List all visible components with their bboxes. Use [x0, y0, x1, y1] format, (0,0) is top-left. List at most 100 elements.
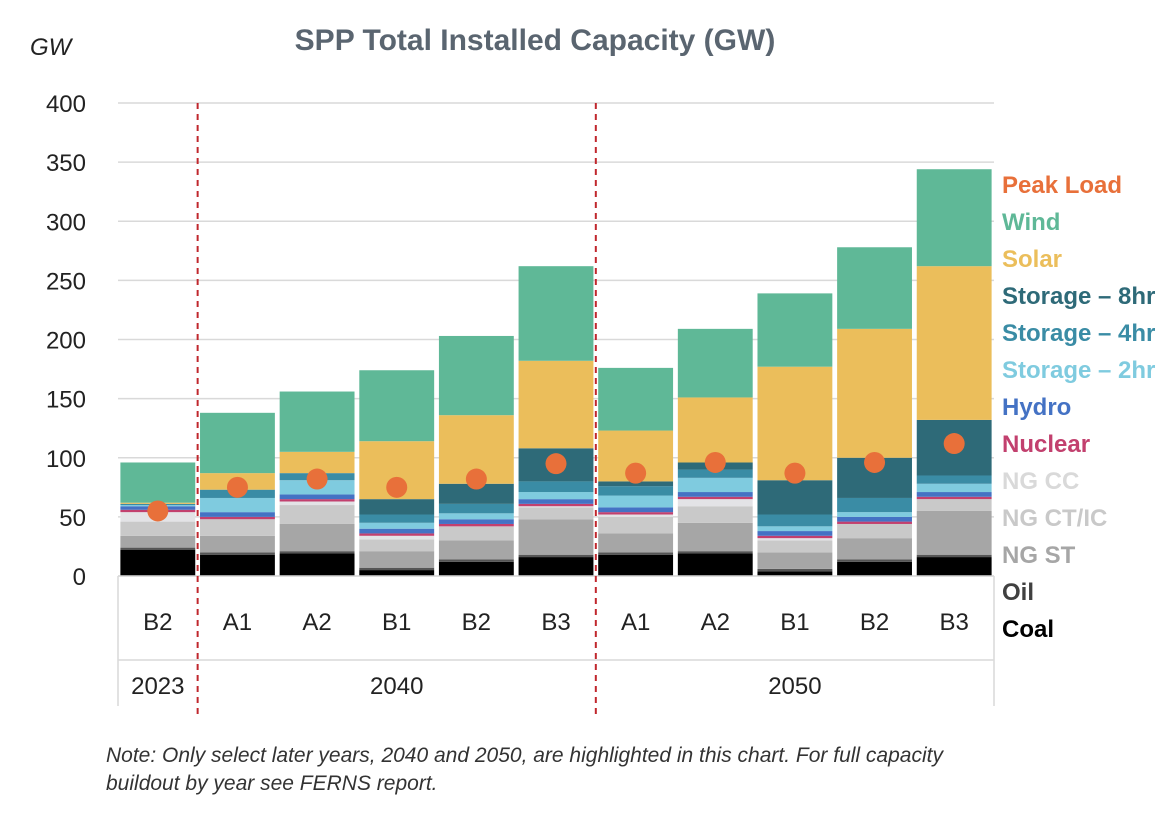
- legend-item: Storage – 8hr: [1002, 283, 1155, 310]
- bar-segment: [677, 328, 753, 398]
- bar-segment: [438, 526, 514, 541]
- bar-segment: [837, 512, 912, 517]
- category-label: A1: [223, 609, 252, 636]
- bar-segment: [279, 553, 355, 576]
- bar-segment: [757, 526, 833, 532]
- chart-title: SPP Total Installed Capacity (GW): [295, 24, 776, 57]
- bar-segment: [359, 533, 435, 536]
- bar-segment: [757, 538, 833, 541]
- bar-segment: [757, 540, 833, 553]
- peak-load-marker: [784, 462, 806, 484]
- bar-segment: [200, 516, 275, 520]
- y-tick-label: 400: [46, 91, 86, 118]
- bar-segment: [518, 492, 594, 500]
- legend-item: Nuclear: [1002, 431, 1090, 458]
- peak-load-marker: [864, 451, 886, 473]
- bar-segment: [757, 514, 833, 527]
- bar-segment: [120, 547, 196, 550]
- bar-segment: [359, 551, 435, 568]
- bar-segment: [518, 503, 594, 507]
- year-group-label: 2023: [131, 673, 184, 700]
- bar-segment: [279, 505, 355, 524]
- bar-segment: [916, 266, 992, 420]
- bar-segment: [359, 514, 435, 523]
- bar-segment: [757, 568, 833, 572]
- legend-item: Solar: [1002, 246, 1062, 273]
- bar-segment: [916, 496, 992, 500]
- peak-load-marker: [226, 476, 248, 498]
- category-label: B2: [143, 609, 172, 636]
- y-axis-ticks: 0 50 100 150 200 250 300 350 400: [46, 91, 86, 591]
- bar-segment: [677, 551, 753, 554]
- bar-segment: [757, 531, 833, 536]
- legend-item: NG CC: [1002, 468, 1079, 495]
- category-label: B2: [860, 609, 889, 636]
- bar-segment: [200, 512, 275, 517]
- bar-segment: [677, 553, 753, 576]
- bar-segment: [837, 538, 912, 560]
- bar-segment: [359, 539, 435, 552]
- bar-segment: [518, 554, 594, 558]
- bar-segment: [279, 494, 355, 500]
- bar-segment: [359, 522, 435, 529]
- bar-segment: [200, 412, 275, 474]
- bar-segment: [598, 516, 674, 534]
- legend-item: Storage – 4hr: [1002, 320, 1155, 347]
- legend-item: Wind: [1002, 209, 1060, 236]
- bar-segment: [279, 451, 355, 474]
- bar-segment: [359, 528, 435, 534]
- bar-segment: [359, 535, 435, 540]
- bar-segment: [518, 557, 594, 576]
- bar-segment: [518, 481, 594, 493]
- year-group-label: 2050: [768, 673, 821, 700]
- bar-segment: [598, 554, 674, 576]
- bar-segment: [757, 480, 833, 515]
- bar-segment: [677, 477, 753, 493]
- bar-segment: [120, 521, 196, 536]
- y-tick-label: 350: [46, 150, 86, 177]
- peak-load-marker: [625, 462, 647, 484]
- y-tick-label: 150: [46, 387, 86, 414]
- bar-segment: [598, 367, 674, 431]
- peak-load-marker: [386, 476, 408, 498]
- bar-segment: [120, 462, 196, 503]
- bar-segment: [120, 549, 196, 576]
- legend-item: Coal: [1002, 616, 1054, 643]
- bar-segment: [677, 506, 753, 523]
- bar-segment: [916, 169, 992, 267]
- bar-segment: [916, 499, 992, 511]
- peak-load-markers: [147, 433, 965, 522]
- peak-load-marker: [465, 468, 487, 490]
- legend: Peak Load Wind Solar Storage – 8hr Storage –…: [1002, 172, 1155, 643]
- bar-segment: [359, 499, 435, 515]
- bar-segment: [598, 512, 674, 515]
- bar-segment: [438, 559, 514, 562]
- category-label: B1: [780, 609, 809, 636]
- bar-segment: [438, 483, 514, 504]
- peak-load-marker: [545, 453, 567, 475]
- legend-item: NG ST: [1002, 542, 1076, 569]
- bar-segment: [598, 495, 674, 508]
- y-tick-label: 200: [46, 328, 86, 355]
- bar-segment: [916, 510, 992, 555]
- bar-segment: [757, 535, 833, 539]
- bar-segment: [518, 499, 594, 504]
- bar-segment: [279, 501, 355, 506]
- peak-load-marker: [943, 433, 965, 455]
- bar-segment: [359, 567, 435, 571]
- bar-segment: [438, 335, 514, 416]
- category-label: B3: [940, 609, 969, 636]
- bar-segment: [120, 535, 196, 548]
- bar-segment: [438, 540, 514, 560]
- bar-segment: [359, 370, 435, 442]
- y-tick-label: 50: [59, 505, 86, 532]
- bar-segment: [757, 293, 833, 367]
- bar-segment: [438, 523, 514, 527]
- bar-segment: [518, 507, 594, 520]
- bar-segment: [200, 497, 275, 513]
- legend-item: Hydro: [1002, 394, 1071, 421]
- footnote: Note: Only select later years, 2040 and …: [106, 744, 943, 795]
- bar-segment: [279, 523, 355, 552]
- bar-segment: [837, 247, 912, 329]
